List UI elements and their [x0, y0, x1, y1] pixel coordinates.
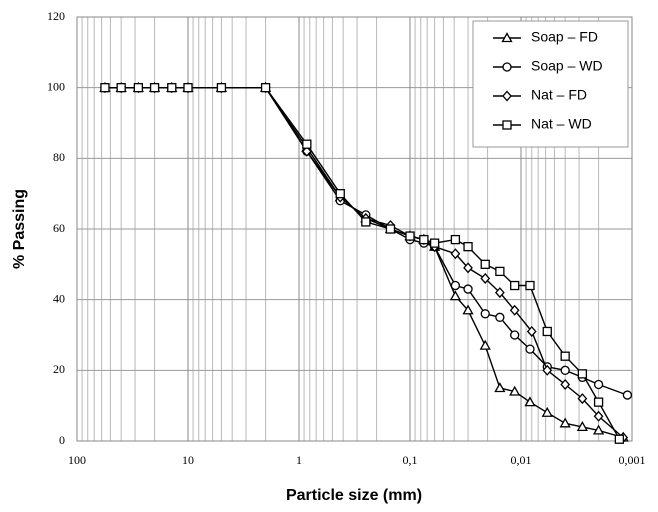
- marker: [479, 339, 491, 350]
- y-tick-label: 0: [59, 433, 65, 447]
- marker: [509, 304, 520, 316]
- marker: [541, 406, 553, 417]
- marker: [450, 248, 461, 260]
- marker: [502, 90, 512, 102]
- marker: [577, 369, 588, 379]
- legend-label: Nat – WD: [531, 116, 592, 132]
- marker: [495, 266, 505, 277]
- legend: Soap – FD Soap – WD Nat – FD Nat – WD: [472, 20, 629, 148]
- x-tick-label: 10: [182, 453, 194, 467]
- marker: [260, 83, 271, 93]
- marker: [592, 424, 605, 435]
- marker: [510, 330, 520, 340]
- marker: [450, 234, 461, 245]
- y-tick-label: 20: [53, 362, 65, 376]
- marker: [463, 262, 473, 274]
- marker: [450, 280, 461, 291]
- marker: [593, 410, 604, 422]
- marker: [149, 83, 160, 93]
- marker: [502, 62, 512, 72]
- x-tick-label: 0,1: [403, 453, 418, 467]
- legend-box: [472, 20, 629, 148]
- marker: [405, 231, 415, 241]
- legend-label: Soap – WD: [531, 58, 603, 74]
- y-tick-label: 80: [53, 150, 65, 164]
- y-axis-title: % Passing: [11, 189, 28, 269]
- marker: [183, 83, 193, 93]
- marker: [361, 217, 371, 227]
- y-tick-label: 60: [53, 221, 65, 235]
- y-tick-label: 120: [47, 9, 65, 23]
- marker: [480, 309, 490, 319]
- marker: [510, 280, 520, 291]
- marker: [116, 83, 126, 93]
- legend-label: Soap – FD: [531, 29, 598, 45]
- marker: [614, 434, 625, 444]
- marker: [133, 83, 144, 93]
- marker: [100, 83, 110, 93]
- marker: [462, 304, 474, 315]
- legend-label: Nat – FD: [531, 87, 587, 103]
- marker: [419, 234, 429, 245]
- marker: [501, 32, 513, 43]
- marker: [560, 365, 570, 375]
- y-tick-label: 40: [53, 291, 65, 305]
- marker: [577, 393, 588, 405]
- marker: [495, 312, 505, 322]
- marker: [495, 287, 505, 299]
- y-tick-label: 100: [47, 79, 65, 93]
- marker: [429, 238, 440, 248]
- marker: [302, 139, 312, 149]
- marker: [560, 351, 570, 361]
- marker: [542, 326, 552, 337]
- marker: [480, 272, 491, 284]
- marker: [542, 364, 553, 376]
- marker: [167, 83, 177, 93]
- x-tick-label: 0,001: [619, 453, 646, 467]
- marker: [480, 259, 490, 269]
- marker: [385, 224, 396, 234]
- marker: [622, 390, 633, 400]
- marker: [524, 396, 536, 407]
- marker: [449, 290, 462, 301]
- marker: [463, 284, 473, 294]
- marker: [335, 189, 345, 199]
- x-tick-label: 1: [296, 453, 302, 467]
- marker: [526, 325, 537, 337]
- marker: [593, 379, 604, 390]
- marker: [216, 83, 227, 93]
- marker: [494, 382, 506, 393]
- marker: [576, 421, 588, 432]
- marker: [525, 280, 535, 291]
- marker: [502, 120, 512, 130]
- marker: [593, 397, 604, 407]
- marker: [560, 378, 571, 390]
- x-tick-label: 0,01: [511, 453, 532, 467]
- marker: [463, 242, 473, 252]
- marker: [301, 145, 312, 157]
- plot-frame: [76, 16, 633, 442]
- marker: [509, 385, 521, 396]
- x-axis-title: Particle size (mm): [286, 487, 422, 504]
- marker: [559, 417, 571, 428]
- marker: [525, 344, 535, 354]
- x-tick-label: 100: [68, 453, 86, 467]
